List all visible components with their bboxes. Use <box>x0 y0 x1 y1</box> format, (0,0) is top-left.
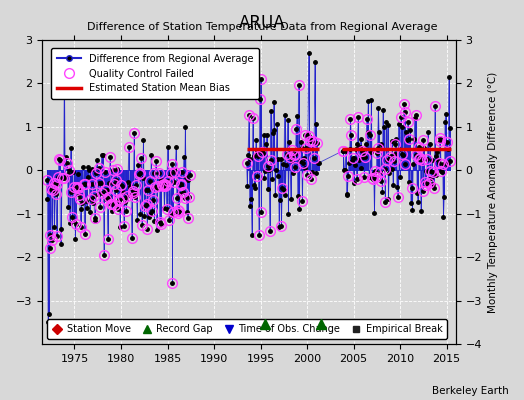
Text: ARUA: ARUA <box>239 14 285 32</box>
Legend: Station Move, Record Gap, Time of Obs. Change, Empirical Break: Station Move, Record Gap, Time of Obs. C… <box>47 320 447 339</box>
Text: Berkeley Earth: Berkeley Earth <box>432 386 508 396</box>
Text: Difference of Station Temperature Data from Regional Average: Difference of Station Temperature Data f… <box>87 22 437 32</box>
Y-axis label: Monthly Temperature Anomaly Difference (°C): Monthly Temperature Anomaly Difference (… <box>488 71 498 313</box>
